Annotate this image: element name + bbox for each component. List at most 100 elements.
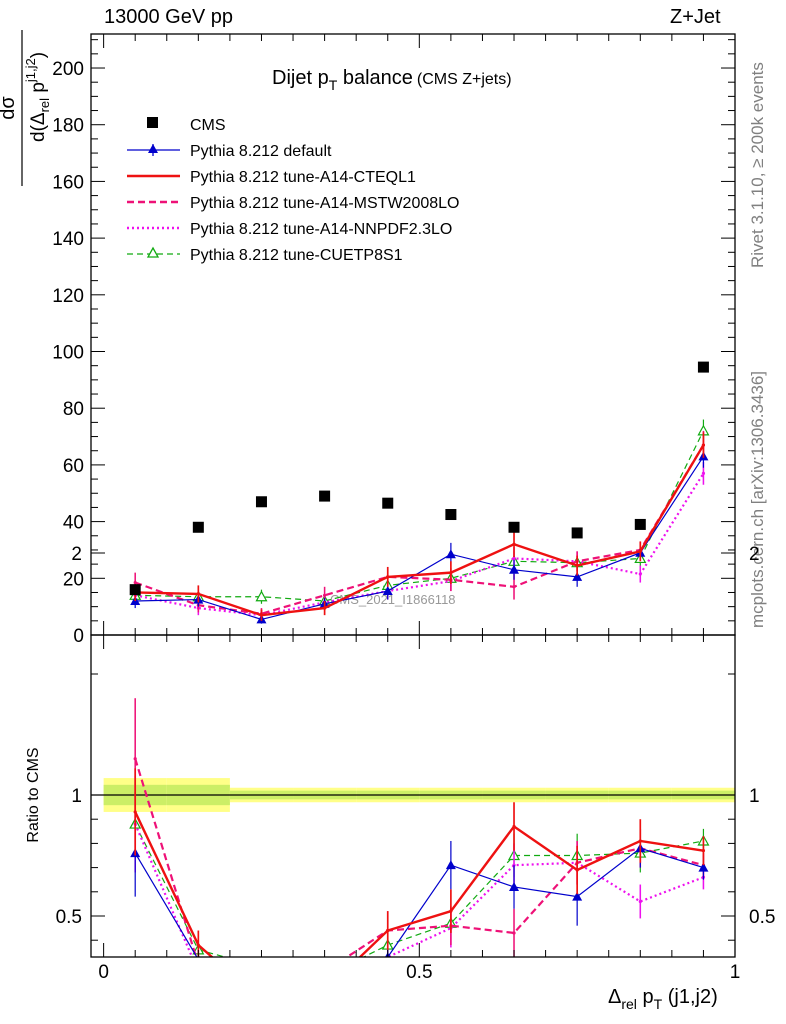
main-cuetp8s1 <box>129 419 710 607</box>
main-marker-cuetp8s1 <box>255 590 268 602</box>
ratio-default <box>130 809 709 1012</box>
main-marker-nnpdf <box>512 556 516 561</box>
data-points <box>129 361 709 596</box>
ytick-label: 60 <box>63 456 84 477</box>
xtick-label: 0 <box>98 962 109 983</box>
ratio-marker-default <box>572 891 583 901</box>
legend-label-cuetp8s1: Pythia 8.212 tune-CUETP8S1 <box>190 247 403 264</box>
main-line-mstw <box>134 444 705 615</box>
main-frame <box>90 33 736 636</box>
legend-label-default: Pythia 8.212 default <box>190 143 332 160</box>
main-marker-default <box>509 564 520 574</box>
ratio-marker-cteql1 <box>323 989 326 992</box>
legend: CMS Pythia 8.212 default Pythia 8.212 tu… <box>127 117 459 264</box>
ytick-label: 80 <box>63 399 84 420</box>
data-point-cms <box>129 584 141 596</box>
ratio-marker-cteql1 <box>638 839 642 843</box>
ratio-marker-default <box>256 1003 266 1012</box>
main-title: Dijet pT balance (CMS Z+jets) <box>272 67 512 93</box>
main-marker-cteql1 <box>196 592 200 596</box>
xtick-label: 0.5 <box>406 962 432 983</box>
xtick-label: 1 <box>730 962 741 983</box>
ytick-label: 200 <box>52 59 84 80</box>
xlabel-sub1: rel <box>621 996 637 1012</box>
ratio-marker-cuetp8s1 <box>256 962 266 971</box>
main-marker-cteql1 <box>449 571 453 575</box>
main-marker-cteql1 <box>512 542 516 546</box>
data-point-cms <box>445 509 457 521</box>
ytick-label: 160 <box>52 172 84 193</box>
ratio-marker-cteql1 <box>701 849 706 853</box>
ratio-marker-default <box>509 881 520 891</box>
data-point-cms <box>319 490 331 502</box>
ratio-marker-cteql1 <box>512 824 516 829</box>
ytick-label: 180 <box>52 116 84 137</box>
data-point-cms <box>571 527 583 539</box>
ratio-marker-default <box>445 860 456 870</box>
xlabel-delta: Δ <box>608 986 621 1008</box>
ytick-label: 40 <box>63 513 84 534</box>
ratio-ytick-label: 2 <box>71 544 82 565</box>
ratio-marker-nnpdf <box>323 980 326 983</box>
data-point-cms <box>508 521 520 533</box>
main-marker-nnpdf <box>638 572 642 576</box>
legend-label-nnpdf: Pythia 8.212 tune-A14-NNPDF2.3LO <box>190 221 452 238</box>
ratio-marker-cuetp8s1 <box>320 972 330 981</box>
data-point-cms <box>255 496 267 508</box>
ratio-marker-cteql1 <box>575 868 579 872</box>
ratio-marker-nnpdf <box>197 970 200 973</box>
ratio-marker-cteql1 <box>133 810 137 814</box>
data-point-cms <box>697 361 709 373</box>
ratio-marker-mstw <box>197 963 200 966</box>
xlabel-mid: p <box>637 986 654 1008</box>
ytick-label: 100 <box>52 343 84 364</box>
main-marker-cteql1 <box>575 563 579 568</box>
ylabel-den-sup: j1,j2 <box>23 58 38 83</box>
ratio-line-default <box>134 847 704 957</box>
ratio-frame <box>90 634 736 958</box>
title-rest: balance <box>337 67 413 89</box>
legend-marker-cms <box>147 117 158 128</box>
main-ylabel: dσ d(Δrel pj1,j2) <box>0 30 52 186</box>
ratio-marker-mstw <box>323 970 326 973</box>
ratio-marker-nnpdf <box>638 899 642 904</box>
ytick-label: 140 <box>52 229 84 250</box>
data-point-cms <box>382 497 394 509</box>
ylabel-den-sub: rel <box>37 98 52 113</box>
data-point-cms <box>634 518 646 530</box>
main-line-nnpdf <box>134 472 705 617</box>
main-marker-mstw <box>323 593 327 597</box>
ratio-marker-mstw <box>260 997 263 1000</box>
ratio-marker-default <box>698 862 709 872</box>
ylabel-den-mid: p <box>28 82 49 98</box>
legend-marker-cuetp8s1 <box>146 246 160 258</box>
ratio-cteql1 <box>133 768 706 992</box>
ratio-ytick-label-right: 2 <box>749 544 760 565</box>
legend-label-mstw: Pythia 8.212 tune-A14-MSTW2008LO <box>190 195 459 212</box>
main-marker-default <box>572 571 583 581</box>
main-marker-nnpdf <box>701 471 706 476</box>
ratio-line-cteql1 <box>134 811 704 957</box>
main-marker-cteql1 <box>701 443 706 447</box>
main-marker-mstw <box>133 580 137 585</box>
main-marker-cteql1 <box>259 613 264 617</box>
ratio-ytick-label: 1 <box>71 786 82 807</box>
xlabel-end: (j1,j2) <box>662 986 718 1008</box>
main-marker-mstw <box>512 585 516 589</box>
legend-label-cteql1: Pythia 8.212 tune-A14-CTEQL1 <box>190 169 416 186</box>
ratio-ytick-label-right: 0.5 <box>749 907 775 928</box>
ratio-marker-mstw <box>512 931 516 935</box>
ratio-marker-mstw <box>133 757 137 761</box>
main-marker-default <box>445 549 456 559</box>
xaxis-label: Δrel pT (j1,j2) <box>608 986 718 1012</box>
analysis-watermark: CMS_2021_I1866118 <box>330 592 456 607</box>
ytick-label: 20 <box>63 569 84 590</box>
ratio-marker-cteql1 <box>196 943 200 947</box>
ylabel-den-end: ) <box>28 52 49 58</box>
ylabel-denominator: d(Δrel pj1,j2) <box>23 52 52 142</box>
main-marker-cteql1 <box>323 606 327 610</box>
ratio-ylabel: Ratio to CMS <box>25 747 42 842</box>
title-small: (CMS Z+jets) <box>417 71 512 88</box>
